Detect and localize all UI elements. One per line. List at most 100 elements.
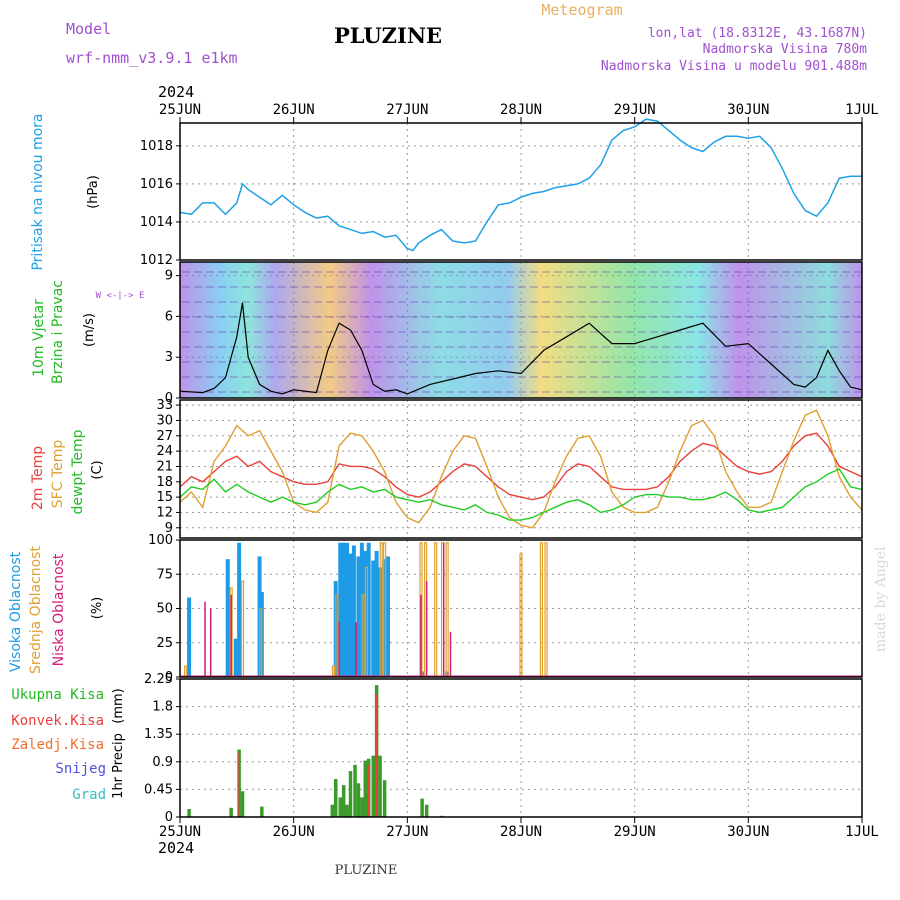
time-label-top: 1JUL <box>845 102 879 118</box>
wind-color-band <box>180 262 862 398</box>
y-tick-label: 75 <box>156 567 173 582</box>
precip-total-bar <box>424 804 429 817</box>
cloud-high-bar <box>187 597 192 677</box>
footer-title: PLUZINE <box>335 863 398 878</box>
y-tick-label: 0 <box>165 810 173 825</box>
y-tick-label: 6 <box>165 309 173 324</box>
y-tick-label: 9 <box>165 521 173 536</box>
cloud-low-bar <box>449 631 452 677</box>
watermark: made by Angel <box>873 546 889 652</box>
page-title: PLUZINE <box>334 23 442 48</box>
panel-bg <box>180 679 862 817</box>
cloud-low-label: Niska Oblacnost <box>51 553 67 666</box>
y-tick-label: 27 <box>156 429 173 444</box>
cloud-low-bar <box>230 594 232 677</box>
precip-legend-total: Ukupna Kisa <box>11 687 104 703</box>
cloud-high-bar <box>348 553 353 677</box>
precip-total-bar <box>378 755 382 817</box>
wind-unit: (m/s) <box>82 313 97 347</box>
time-label-bottom: 27JUN <box>386 824 428 840</box>
y-tick-label: 21 <box>156 459 173 474</box>
cloud-low-bar <box>338 622 340 677</box>
pressure-line <box>179 118 862 252</box>
cloud-high-bar <box>345 542 350 677</box>
temp-dewpt-line <box>179 468 863 521</box>
time-label-top: 27JUN <box>386 102 428 118</box>
y-tick-label: 1018 <box>140 139 173 154</box>
precip-conv-bar <box>375 694 378 817</box>
y-tick-label: 24 <box>156 444 173 459</box>
wind-label: 10m Vjetar <box>31 299 47 377</box>
cloud-high-bar <box>233 638 238 677</box>
time-label-top: 25JUN <box>159 102 201 118</box>
cloud-high-bar <box>341 542 346 677</box>
panel-bg <box>180 123 862 260</box>
time-label-top: 30JUN <box>727 102 769 118</box>
cloud-low-bar <box>209 608 212 677</box>
time-label-bottom: 30JUN <box>727 824 769 840</box>
y-tick-label: 9 <box>165 269 173 284</box>
y-tick-label: 1.8 <box>152 700 173 715</box>
wind-label-2: Brzina i Pravac <box>50 280 66 384</box>
precip-legend-hail: Grad <box>72 787 106 803</box>
precip-legend-conv: Konvek.Kisa <box>11 713 104 729</box>
cloud-low-bar <box>355 622 357 677</box>
precip-total-bar <box>229 807 233 817</box>
y-tick-label: 33 <box>156 398 173 413</box>
precip-total-bar <box>382 780 387 817</box>
time-label-bottom: 29JUN <box>614 824 656 840</box>
precip-total-bar <box>330 804 335 817</box>
time-label-bottom: 1JUL <box>845 824 879 840</box>
elevation-label: Nadmorska Visina 780m <box>703 42 868 57</box>
time-label-top: 28JUN <box>500 102 542 118</box>
y-tick-label: 100 <box>148 533 173 548</box>
time-label-top: 29JUN <box>614 102 656 118</box>
precip-total-bar <box>187 809 191 817</box>
y-tick-label: 1.35 <box>144 727 173 742</box>
wind-compass: W <-|-> E <box>96 291 145 301</box>
y-tick-label: 2.25 <box>144 672 173 687</box>
temp-unit: (C) <box>90 460 105 479</box>
precip-legend-freezing: Zaledj.Kisa <box>11 737 104 753</box>
cloud-high-bar <box>338 542 343 677</box>
precip-total-bar <box>333 778 338 817</box>
y-tick-label: 0 <box>165 670 173 685</box>
pressure-label: Pritisak na nivou mora <box>30 113 46 270</box>
precip-total-bar <box>240 791 245 817</box>
cloud-high-bar <box>237 542 242 677</box>
y-tick-label: 25 <box>156 636 173 651</box>
precip-legend-snow: Snijeg <box>55 761 106 777</box>
precip-total-bar <box>353 764 357 817</box>
year-bottom: 2024 <box>158 839 194 857</box>
y-tick-label: 18 <box>156 475 173 490</box>
precip-unit: (mm) <box>111 688 126 723</box>
panel-frame <box>179 261 863 399</box>
coords-label: lon,lat (18.8312E, 43.1687N) <box>648 26 867 41</box>
y-tick-label: 30 <box>156 413 173 428</box>
time-label-bottom: 25JUN <box>159 824 201 840</box>
temp-dewpt-label: dewpt Temp <box>70 429 86 514</box>
panel-frame <box>179 122 863 261</box>
precip-total-bar <box>360 797 364 817</box>
time-label-bottom: 26JUN <box>273 824 315 840</box>
y-tick-label: 12 <box>156 505 173 520</box>
chart-marks <box>179 118 863 817</box>
temp-2m-label: 2m Temp <box>30 446 46 510</box>
precip-total-bar <box>345 804 349 817</box>
cloud-high-bar <box>374 550 379 677</box>
y-tick-label: 1012 <box>140 253 173 268</box>
precip-total-bar <box>420 798 424 817</box>
y-tick-label: 3 <box>165 350 173 365</box>
panel-backgrounds <box>180 123 862 817</box>
precip-total-bar <box>260 806 264 817</box>
cloud-high-bar <box>371 560 376 677</box>
cloud-low-bar <box>425 581 428 677</box>
panel-frame <box>179 678 863 818</box>
cloud-high-bar <box>366 542 371 677</box>
meteogram-label: Meteogram <box>541 1 622 19</box>
cloud-high-label: Visoka Oblacnost <box>8 551 24 672</box>
precip-total-bar <box>356 783 361 817</box>
cloud-high-bar <box>356 556 361 677</box>
cloud-high-bar <box>386 556 391 677</box>
cloud-low-bar <box>442 542 445 677</box>
